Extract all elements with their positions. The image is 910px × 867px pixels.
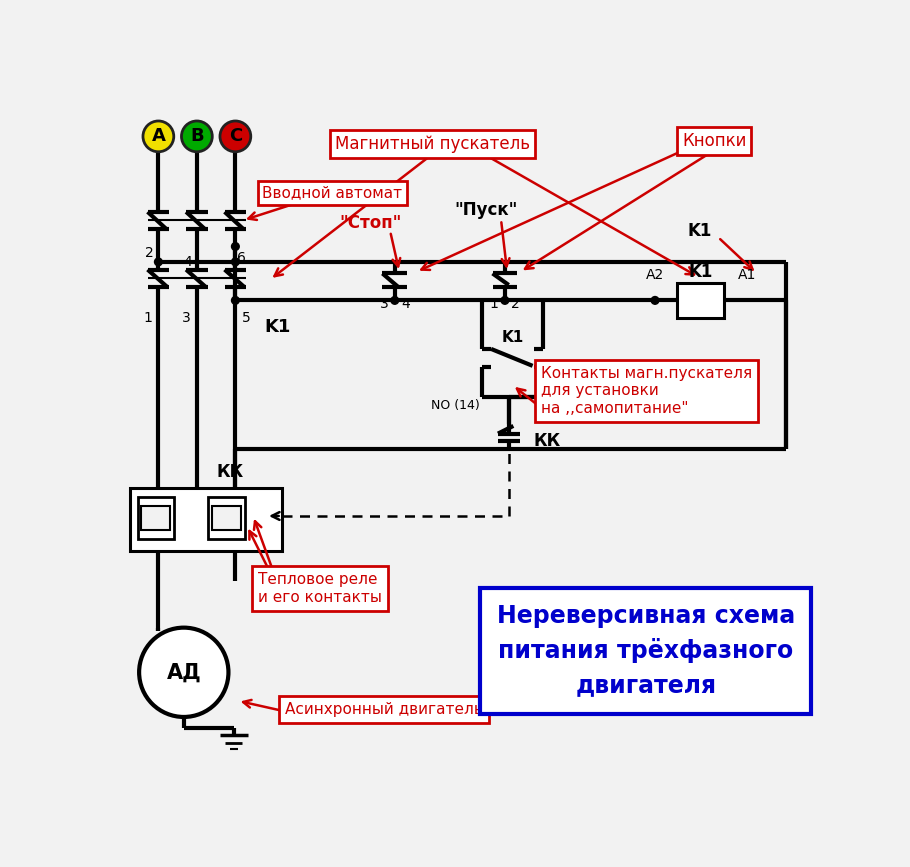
Text: Контакты магн.пускателя
для установки
на ,,самопитание": Контакты магн.пускателя для установки на…: [541, 366, 753, 415]
Text: 6: 6: [238, 251, 246, 265]
Text: Нереверсивная схема
питания трёхфазного
двигателя: Нереверсивная схема питания трёхфазного …: [497, 604, 795, 697]
Text: NO (14): NO (14): [431, 400, 480, 413]
Text: Кнопки: Кнопки: [682, 132, 746, 150]
Text: K1: K1: [501, 329, 523, 345]
Text: NO (13): NO (13): [545, 400, 593, 413]
Circle shape: [501, 297, 509, 304]
Bar: [208, 497, 245, 539]
Circle shape: [231, 297, 239, 304]
Text: В: В: [190, 127, 204, 146]
Text: 1: 1: [143, 311, 152, 325]
Text: АД: АД: [167, 662, 201, 682]
Bar: [212, 506, 241, 530]
Circle shape: [155, 258, 162, 266]
Circle shape: [391, 297, 399, 304]
Text: С: С: [228, 127, 242, 146]
Text: 3: 3: [379, 297, 389, 311]
Circle shape: [143, 121, 174, 152]
Text: 1: 1: [490, 297, 499, 311]
Text: Асинхронный двигатель: Асинхронный двигатель: [286, 701, 483, 717]
Text: КК: КК: [533, 433, 561, 450]
Text: 2: 2: [145, 245, 154, 259]
Circle shape: [652, 297, 659, 304]
Text: A2: A2: [646, 268, 664, 282]
Text: A1: A1: [738, 268, 756, 282]
Text: Магнитный пускатель: Магнитный пускатель: [336, 135, 531, 153]
Text: 2: 2: [511, 297, 520, 311]
Bar: [141, 506, 170, 530]
Circle shape: [220, 121, 251, 152]
Bar: [130, 487, 281, 551]
Text: "Стоп": "Стоп": [339, 214, 401, 232]
Bar: [677, 283, 724, 318]
Circle shape: [181, 121, 212, 152]
Text: Вводной автомат: Вводной автомат: [262, 185, 402, 200]
Text: КК: КК: [217, 463, 244, 481]
Text: K1: K1: [688, 263, 713, 281]
Text: 4: 4: [183, 255, 192, 269]
Text: 3: 3: [182, 311, 190, 325]
Bar: [137, 497, 174, 539]
Circle shape: [231, 243, 239, 251]
Text: 4: 4: [401, 297, 410, 311]
Text: "Пуск": "Пуск": [454, 201, 517, 219]
Text: 5: 5: [242, 311, 250, 325]
Text: A: A: [151, 127, 166, 146]
Circle shape: [139, 628, 228, 717]
Circle shape: [231, 258, 239, 266]
Text: Тепловое реле
и его контакты: Тепловое реле и его контакты: [258, 572, 382, 604]
Text: K1: K1: [265, 318, 291, 336]
Text: K1: K1: [687, 222, 712, 240]
